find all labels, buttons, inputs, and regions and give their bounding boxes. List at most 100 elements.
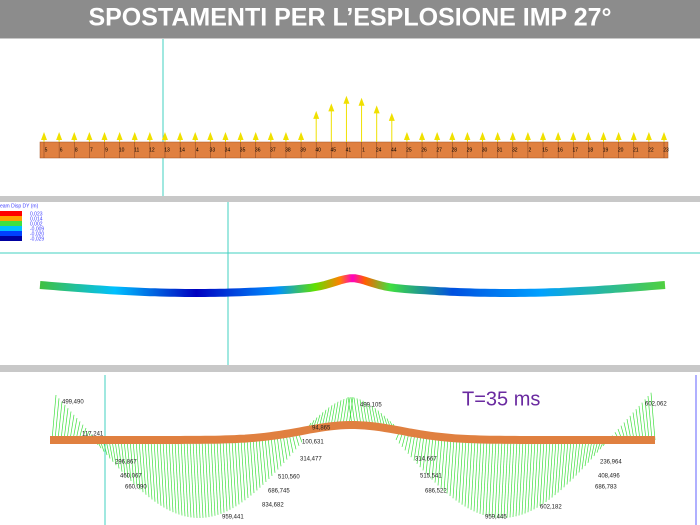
beam <box>39 141 669 159</box>
moment-hatch <box>144 439 150 498</box>
panel-displacement <box>0 202 700 365</box>
moment-hatch <box>524 439 530 514</box>
moment-hatch <box>66 411 72 441</box>
node-label: 2 <box>529 147 532 153</box>
node-label: 17 <box>572 147 578 153</box>
node-label: 34 <box>225 147 231 153</box>
moment-hatch <box>515 439 521 517</box>
arrow-head <box>464 132 471 140</box>
moment-hatch <box>222 439 228 512</box>
moment-hatch <box>635 409 641 441</box>
moment-hatch <box>267 436 273 476</box>
moment-hatch <box>569 439 575 482</box>
moment-hatch <box>449 438 455 496</box>
moment-hatch <box>117 439 123 472</box>
moment-hatch <box>497 439 503 518</box>
node-label: 4 <box>196 147 199 153</box>
node-label: 45 <box>331 147 337 153</box>
arrow-head <box>540 132 547 140</box>
moment-hatch <box>165 439 171 511</box>
moment-hatch <box>279 434 285 464</box>
moment-hatch <box>192 439 198 518</box>
moment-label: 499,105 <box>360 403 382 409</box>
node-label: 30 <box>482 147 488 153</box>
moment-hatch <box>156 439 162 506</box>
arrow-head <box>252 132 259 140</box>
moment-hatch <box>629 415 635 441</box>
arrow-head <box>56 132 63 140</box>
node-label: 13 <box>164 147 170 153</box>
moment-hatch <box>533 439 539 510</box>
node-label: 22 <box>648 147 654 153</box>
arrow-head <box>343 95 350 104</box>
moment-hatch <box>461 438 467 505</box>
node-label: 28 <box>452 147 458 153</box>
node-label: 19 <box>603 147 609 153</box>
moment-hatch <box>126 439 132 482</box>
moment-hatch <box>542 439 548 505</box>
moment-label: 686,522 <box>425 489 447 495</box>
moment-hatch <box>506 439 512 518</box>
arrow-head <box>267 132 274 140</box>
arrow-head <box>615 132 622 140</box>
moment-label: 100,631 <box>302 440 324 446</box>
moment-hatch <box>479 439 485 514</box>
moment-hatch <box>425 435 431 474</box>
legend-title: eam Disp DY (m) <box>0 203 39 209</box>
arrow-head <box>298 132 305 140</box>
moment-hatch <box>647 395 653 441</box>
panel-loads <box>0 39 700 196</box>
moment-hatch <box>54 398 60 441</box>
arrow-head <box>328 103 335 112</box>
legend-swatch <box>0 236 22 241</box>
moment-hatch <box>500 439 506 519</box>
moment-hatch <box>60 404 66 441</box>
moment-hatch <box>566 439 572 485</box>
moment-hatch <box>273 435 279 470</box>
moment-hatch <box>485 439 491 516</box>
moment-hatch <box>410 433 416 458</box>
arrow-head <box>509 132 516 140</box>
legend-swatch <box>0 226 22 231</box>
moment-hatch <box>560 439 566 491</box>
arrow-head <box>237 132 244 140</box>
arrow-head <box>86 132 93 140</box>
node-label: 14 <box>179 147 185 153</box>
arrow-head <box>524 132 531 140</box>
moment-hatch <box>180 439 186 517</box>
node-label: 5 <box>45 147 48 153</box>
moment-hatch <box>183 439 189 517</box>
node-label: 41 <box>346 147 352 153</box>
moment-hatch <box>509 439 515 518</box>
moment-hatch <box>584 439 590 467</box>
node-label: 25 <box>406 147 412 153</box>
moment-hatch <box>249 438 255 494</box>
moment-hatch <box>350 397 356 426</box>
moment-hatch <box>198 439 204 518</box>
moment-hatch <box>255 437 261 488</box>
arrow-head <box>479 132 486 140</box>
arrow-head <box>282 132 289 140</box>
arrow-head <box>494 132 501 140</box>
moment-hatch <box>530 439 536 511</box>
node-label: 20 <box>618 147 624 153</box>
legend-swatch <box>0 216 22 221</box>
moment-hatch <box>455 438 461 501</box>
moment-label: 510,560 <box>278 475 300 481</box>
moment-hatch <box>563 439 569 488</box>
deformed-beam <box>39 274 666 297</box>
moment-hatch <box>413 433 419 461</box>
time-annotation: T=35 ms <box>462 388 540 410</box>
arrow-head <box>358 97 365 106</box>
node-label: 9 <box>105 147 108 153</box>
arrow-head <box>207 132 214 140</box>
moment-label: 314,477 <box>300 457 322 463</box>
moment-hatch <box>554 439 560 496</box>
moment-hatch <box>470 439 476 510</box>
moment-hatch <box>578 439 584 473</box>
moment-hatch <box>177 439 183 516</box>
moment-hatch <box>162 439 168 510</box>
legend-value: 0,023 <box>30 211 43 217</box>
moment-hatch <box>446 437 452 494</box>
node-label: 6 <box>60 147 63 153</box>
